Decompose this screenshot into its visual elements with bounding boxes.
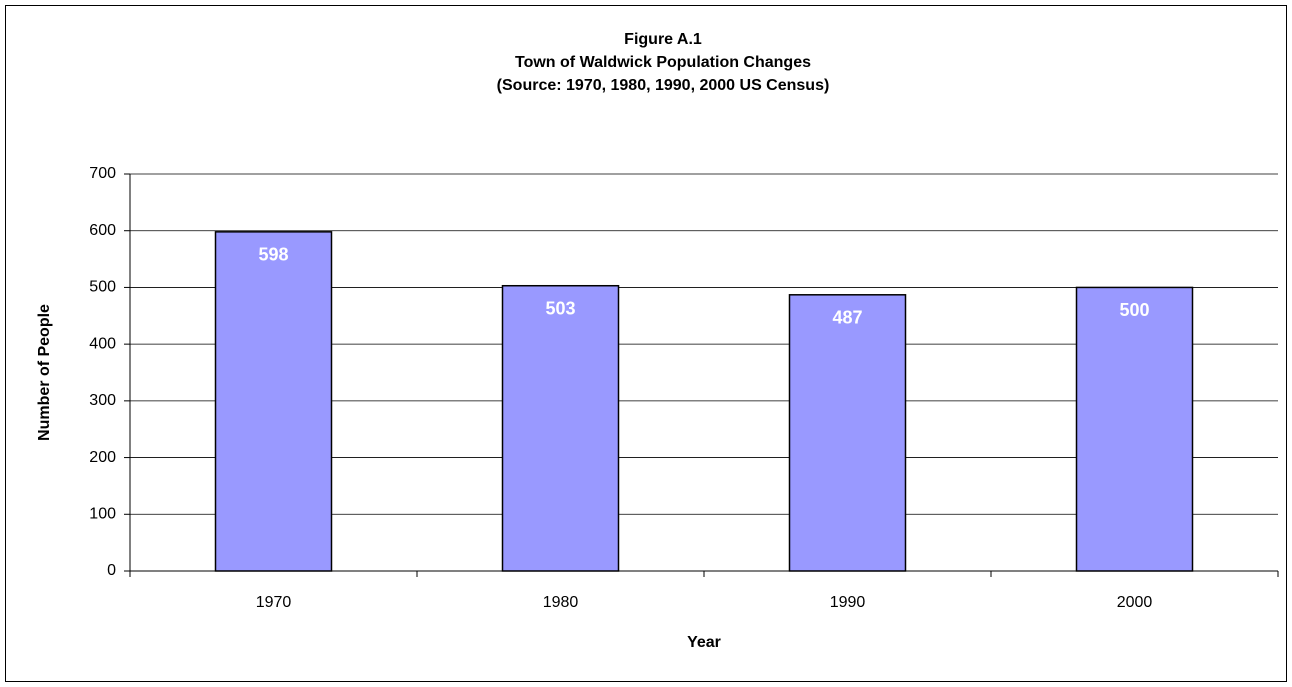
- data-label: 500: [1119, 300, 1149, 320]
- y-tick-label: 300: [89, 392, 116, 409]
- y-tick-label: 100: [89, 506, 116, 523]
- y-axis-label: Number of People: [36, 304, 53, 441]
- bar: [788, 294, 907, 572]
- data-label: 503: [545, 298, 575, 318]
- x-axis-label: Year: [687, 634, 721, 651]
- chart-title: (Source: 1970, 1980, 1990, 2000 US Censu…: [497, 77, 830, 94]
- y-tick-label: 0: [107, 562, 116, 579]
- y-tick-label: 600: [89, 222, 116, 239]
- y-tick-label: 500: [89, 279, 116, 296]
- chart-title: Figure A.1: [624, 31, 702, 48]
- bar: [214, 231, 333, 572]
- x-tick-label: 1990: [830, 594, 866, 611]
- bar: [1075, 286, 1194, 572]
- y-tick-label: 200: [89, 449, 116, 466]
- x-tick-label: 1970: [256, 594, 292, 611]
- y-tick-label: 700: [89, 165, 116, 182]
- chart-title: Town of Waldwick Population Changes: [515, 54, 811, 71]
- x-tick-label: 1980: [543, 594, 579, 611]
- data-label: 487: [832, 308, 862, 328]
- data-label: 598: [258, 245, 288, 265]
- y-tick-label: 400: [89, 335, 116, 352]
- bar: [501, 284, 620, 572]
- x-tick-label: 2000: [1117, 594, 1153, 611]
